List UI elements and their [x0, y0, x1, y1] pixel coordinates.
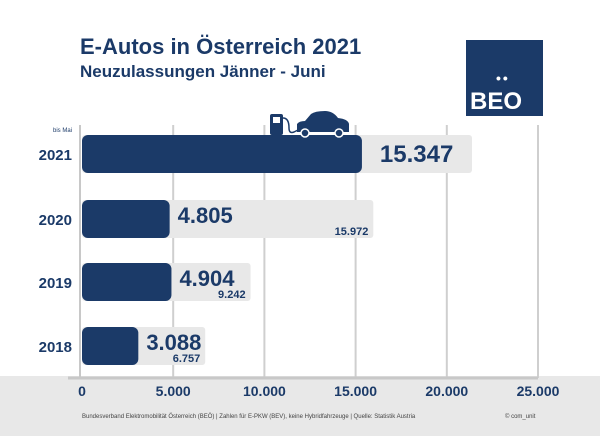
total-label: 15.972 — [335, 226, 369, 238]
total-label: 6.757 — [173, 353, 201, 365]
value-label: 15.347 — [380, 141, 453, 168]
category-label: 2019 — [39, 275, 72, 292]
value-bar — [82, 135, 362, 173]
value-label: 3.088 — [146, 330, 201, 355]
x-tick-label: 20.000 — [425, 383, 468, 399]
x-tick-label: 25.000 — [517, 383, 560, 399]
logo-text: BEO — [470, 88, 523, 115]
source-note: Bundesverband Elektromobilität Österreic… — [82, 414, 416, 420]
category-label: 2021 — [39, 147, 72, 164]
copyright: © com_unit — [505, 414, 536, 420]
total-label: 9.242 — [218, 289, 246, 301]
car-charging-icon — [270, 111, 349, 138]
value-label: 4.805 — [178, 203, 233, 228]
value-bar — [82, 263, 172, 301]
value-label: 4.904 — [179, 266, 235, 291]
x-tick-label: 10.000 — [243, 383, 286, 399]
chart-subtitle: Neuzulassungen Jänner - Juni — [80, 62, 326, 81]
category-note: bis Mai — [53, 128, 72, 134]
chart-title: E-Autos in Österreich 2021 — [80, 34, 362, 59]
x-tick-label: 5.000 — [156, 383, 191, 399]
value-bar — [82, 327, 139, 365]
category-label: 2020 — [39, 212, 72, 229]
value-bar — [82, 200, 170, 238]
beo-logo: •• BEO — [466, 40, 543, 116]
footer-band — [0, 376, 600, 436]
x-tick-label: 15.000 — [334, 383, 377, 399]
logo-dots: •• — [496, 70, 510, 86]
x-tick-label: 0 — [78, 383, 86, 399]
category-label: 2018 — [39, 339, 72, 356]
